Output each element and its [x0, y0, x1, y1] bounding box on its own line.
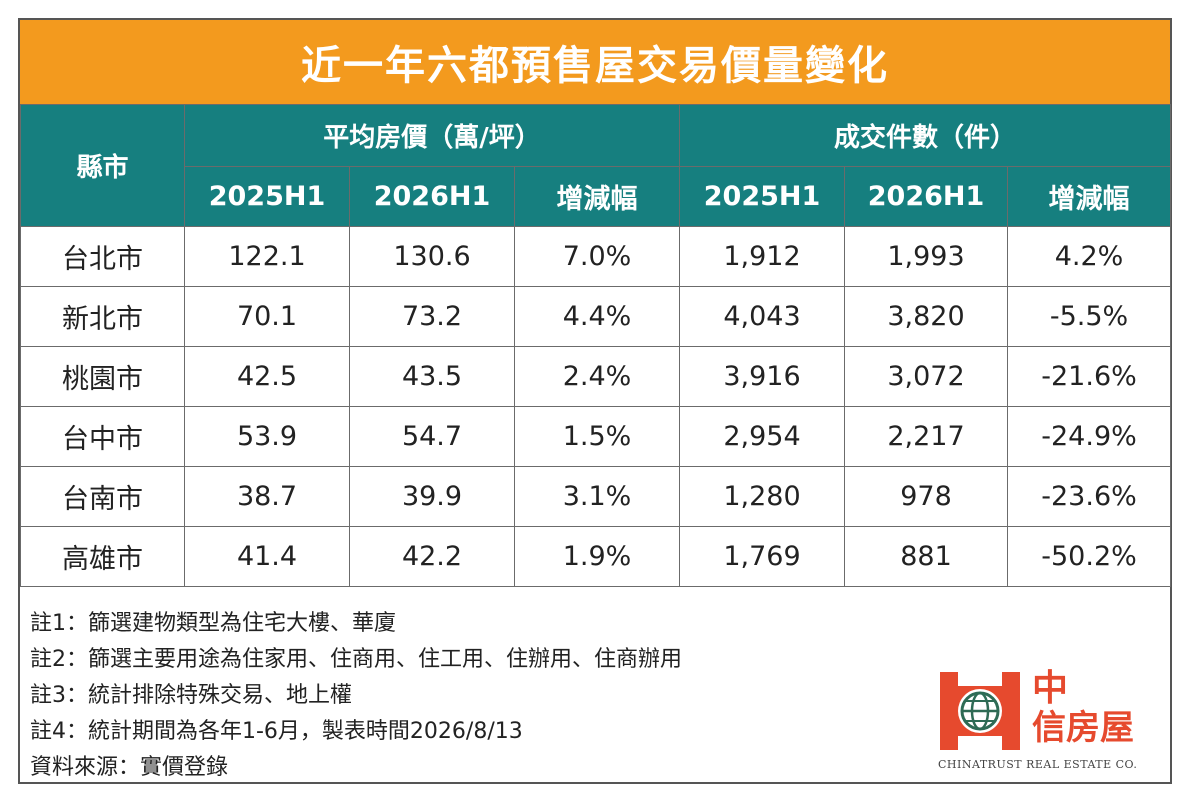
table-title: 近一年六都預售屋交易價量變化: [20, 20, 1170, 104]
price-change-cell: 1.9%: [513, 526, 681, 587]
price-2025-cell: 42.5: [184, 346, 350, 407]
header-volume-group: 成交件數（件）: [679, 104, 1172, 167]
volume-change-cell: -50.2%: [1007, 526, 1172, 587]
footnotes: 註1：篩選建物類型為住宅大樓、華廈 註2：篩選主要用途為住家用、住商用、住工用、…: [30, 606, 910, 786]
table-row: 新北市 70.1 73.2 4.4% 4,043 3,820 -5.5%: [20, 286, 1172, 347]
price-2026-cell: 39.9: [349, 466, 515, 527]
table-card: 近一年六都預售屋交易價量變化 縣市 平均房價（萬/坪） 成交件數（件） 2025…: [18, 18, 1172, 784]
volume-change-cell: -24.9%: [1007, 406, 1172, 467]
footnote-3: 註3：統計排除特殊交易、地上權: [30, 683, 352, 708]
price-2026-cell: 54.7: [349, 406, 515, 467]
data-table: 縣市 平均房價（萬/坪） 成交件數（件） 2025H1 2026H1 增減幅 2…: [20, 104, 1172, 587]
volume-2026-cell: 1,993: [844, 226, 1009, 287]
price-change-cell: 4.4%: [513, 286, 681, 347]
city-cell: 台北市: [20, 226, 185, 287]
price-2026-cell: 73.2: [349, 286, 515, 347]
price-2026-cell: 43.5: [349, 346, 515, 407]
header-city: 縣市: [20, 104, 185, 227]
logo-text-line1: 中: [1032, 667, 1069, 709]
header-price-group: 平均房價（萬/坪）: [183, 104, 681, 167]
city-cell: 新北市: [20, 286, 185, 347]
volume-2025-cell: 2,954: [679, 406, 846, 467]
volume-2026-cell: 881: [844, 526, 1009, 587]
header-price-change: 增減幅: [513, 166, 681, 227]
footnote-1: 註1：篩選建物類型為住宅大樓、華廈: [30, 611, 396, 636]
volume-2025-cell: 1,769: [679, 526, 846, 587]
volume-2026-cell: 3,820: [844, 286, 1009, 347]
price-2025-cell: 122.1: [184, 226, 350, 287]
header-volume-change: 增減幅: [1007, 166, 1172, 227]
header-volume-2025: 2025H1: [679, 166, 846, 227]
table-row: 台中市 53.9 54.7 1.5% 2,954 2,217 -24.9%: [20, 406, 1172, 467]
price-change-cell: 1.5%: [513, 406, 681, 467]
price-2025-cell: 41.4: [184, 526, 350, 587]
header-volume-2026: 2026H1: [844, 166, 1009, 227]
price-2026-cell: 42.2: [349, 526, 515, 587]
volume-2025-cell: 3,916: [679, 346, 846, 407]
header-price-2025: 2025H1: [184, 166, 350, 227]
table-row: 桃園市 42.5 43.5 2.4% 3,916 3,072 -21.6%: [20, 346, 1172, 407]
price-change-cell: 7.0%: [513, 226, 681, 287]
footnote-4: 註4：統計期間為各年1-6月，製表時間2026/8/13: [30, 719, 523, 744]
price-2025-cell: 53.9: [184, 406, 350, 467]
logo-english-name: CHINATRUST REAL ESTATE CO.: [938, 758, 1138, 771]
header-price-2026: 2026H1: [349, 166, 515, 227]
volume-change-cell: 4.2%: [1007, 226, 1172, 287]
volume-2026-cell: 2,217: [844, 406, 1009, 467]
table-row: 台南市 38.7 39.9 3.1% 1,280 978 -23.6%: [20, 466, 1172, 527]
volume-2026-cell: 3,072: [844, 346, 1009, 407]
city-cell: 台南市: [20, 466, 185, 527]
logo-text-line2: 信房屋: [1032, 708, 1134, 748]
footnote-2: 註2：篩選主要用途為住家用、住商用、住工用、住辦用、住商辦用: [30, 647, 682, 672]
volume-change-cell: -21.6%: [1007, 346, 1172, 407]
city-cell: 高雄市: [20, 526, 185, 587]
volume-change-cell: -5.5%: [1007, 286, 1172, 347]
city-cell: 台中市: [20, 406, 185, 467]
price-2025-cell: 70.1: [184, 286, 350, 347]
company-logo: 中 信房屋 CHINATRUST REAL ESTATE CO.: [932, 668, 1162, 778]
volume-change-cell: -23.6%: [1007, 466, 1172, 527]
volume-2025-cell: 1,912: [679, 226, 846, 287]
globe-logo-icon: [940, 672, 1020, 750]
volume-2025-cell: 4,043: [679, 286, 846, 347]
price-change-cell: 2.4%: [513, 346, 681, 407]
price-2025-cell: 38.7: [184, 466, 350, 527]
volume-2025-cell: 1,280: [679, 466, 846, 527]
table-row: 台北市 122.1 130.6 7.0% 1,912 1,993 4.2%: [20, 226, 1172, 287]
city-cell: 桃園市: [20, 346, 185, 407]
data-source: 資料來源：實價登錄: [30, 755, 229, 780]
table-row: 高雄市 41.4 42.2 1.9% 1,769 881 -50.2%: [20, 526, 1172, 587]
price-change-cell: 3.1%: [513, 466, 681, 527]
volume-2026-cell: 978: [844, 466, 1009, 527]
price-2026-cell: 130.6: [349, 226, 515, 287]
